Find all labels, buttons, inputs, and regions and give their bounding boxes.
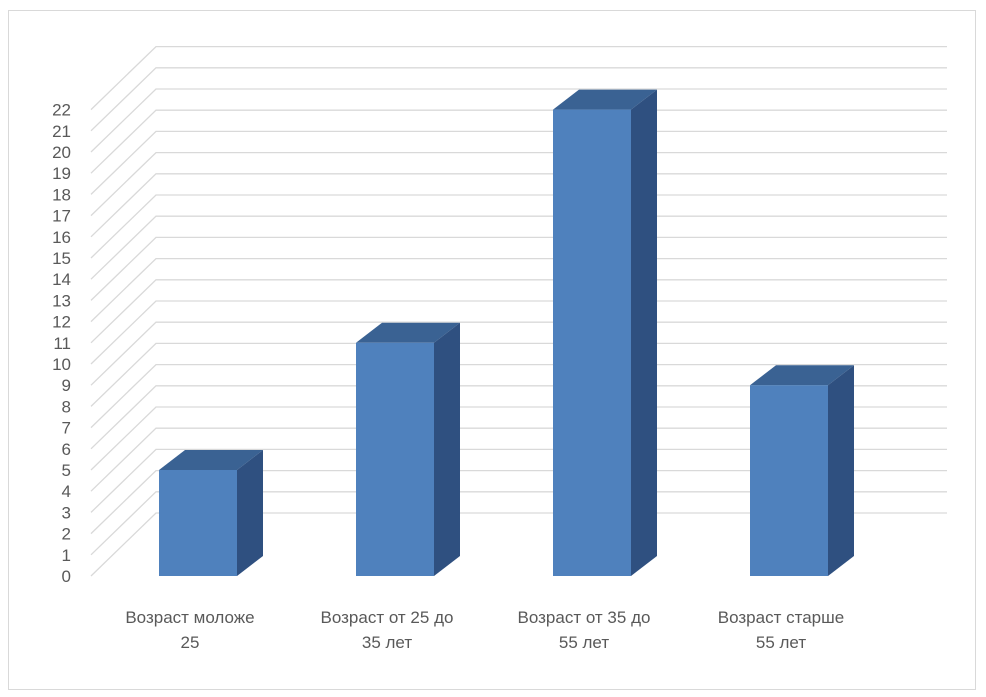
bar-front-face	[553, 109, 631, 576]
grid-line	[90, 469, 947, 535]
x-category-label-line: Возраст моложе	[125, 608, 255, 627]
grid-line	[90, 512, 947, 577]
bar-top-face	[159, 450, 263, 470]
y-tick-label: 18	[52, 185, 71, 204]
grid-line	[90, 491, 947, 556]
y-tick-label: 2	[62, 525, 71, 544]
x-category-label-line: Возраст от 25 до	[320, 608, 454, 627]
y-tick-label: 21	[52, 122, 71, 141]
y-tick-label: 22	[52, 101, 71, 120]
y-tick-label: 9	[62, 376, 71, 395]
grid-line	[90, 194, 947, 259]
chart-frame: 0 1 2 3 4 5 6 7 8 9 10 11 12 13 14 15 16 17 18 19 20 21 22 Воз…	[8, 10, 976, 690]
grid-line	[90, 427, 947, 492]
y-tick-label: 3	[62, 503, 71, 522]
grid-line	[90, 45, 947, 111]
grid-line	[90, 67, 947, 132]
x-category-label: Возраст от 25 до 35 лет	[287, 605, 487, 655]
grid-line	[90, 109, 947, 174]
bar-top-face	[750, 365, 854, 386]
bar-front-face	[159, 470, 237, 576]
grid-line	[90, 363, 947, 429]
y-tick-label: 7	[62, 419, 71, 438]
x-category-label-line: 55 лет	[755, 633, 807, 652]
bar-front-face	[356, 342, 434, 576]
x-category-label-line: Возраст старше	[717, 608, 845, 627]
bar	[553, 89, 657, 576]
x-category-label-line: 25	[180, 633, 200, 652]
grid-line	[90, 236, 947, 301]
bar-side-face	[237, 450, 263, 576]
y-tick-label: 10	[52, 355, 71, 374]
bar-front-face	[750, 385, 828, 576]
bar-side-face	[828, 365, 854, 576]
grid-line	[90, 215, 947, 280]
grid-line	[90, 385, 947, 450]
bar	[750, 365, 854, 576]
y-tick-label: 16	[52, 228, 71, 247]
x-category-label: Возраст моложе 25	[90, 605, 290, 655]
bar-side-face	[434, 322, 460, 576]
grid-line	[90, 279, 947, 344]
bar	[356, 322, 460, 576]
y-tick-label: 0	[62, 567, 71, 586]
x-category-label-line: 35 лет	[361, 633, 413, 652]
y-tick-label: 4	[62, 482, 71, 501]
bar-side-face	[631, 89, 657, 576]
y-tick-label: 1	[62, 546, 71, 565]
y-tick-label: 8	[62, 397, 71, 416]
grid-line	[90, 406, 947, 471]
y-tick-label: 20	[52, 143, 71, 162]
grid-line	[90, 342, 947, 407]
x-category-label: Возраст старше 55 лет	[681, 605, 881, 655]
grid-lines	[90, 45, 947, 577]
x-category-label-line: Возраст от 35 до	[517, 608, 651, 627]
y-tick-label: 11	[53, 334, 71, 353]
grid-line	[90, 151, 947, 217]
x-category-label: Возраст от 35 до 55 лет	[484, 605, 684, 655]
y-tick-label: 15	[52, 249, 71, 268]
y-tick-label: 14	[52, 270, 71, 289]
bars	[159, 89, 854, 576]
x-category-label-line: 55 лет	[558, 633, 610, 652]
y-tick-label: 19	[52, 164, 71, 183]
bar-top-face	[553, 89, 657, 110]
y-tick-label: 13	[52, 291, 71, 310]
bar	[159, 450, 263, 576]
grid-line	[90, 300, 947, 365]
grid-line	[90, 88, 947, 153]
grid-line	[90, 448, 947, 513]
grid-line	[90, 173, 947, 238]
y-tick-label: 17	[52, 207, 71, 226]
grid-line	[90, 130, 947, 195]
grid-line	[90, 321, 947, 386]
y-tick-label: 6	[62, 440, 71, 459]
y-tick-label: 5	[62, 461, 71, 480]
bar-top-face	[356, 322, 460, 343]
grid-line	[90, 257, 947, 323]
y-tick-label: 12	[52, 313, 71, 332]
